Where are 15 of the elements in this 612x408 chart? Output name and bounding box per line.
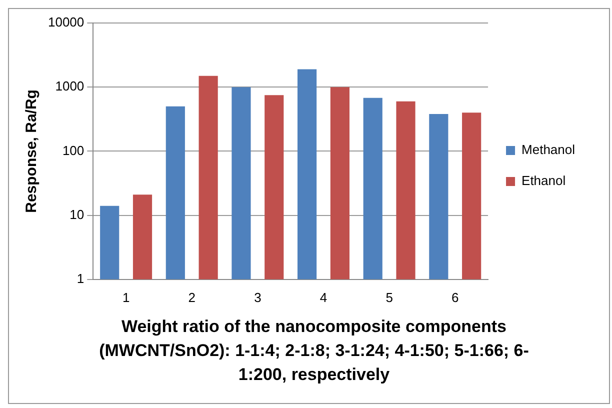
x-axis-title: Weight ratio of the nanocomposite components (MWCNT/SnO2): 1-1:4; 2-1:8; 3-1:24; 4-1:50; 5-1:66; 6-1:200, respectively bbox=[98, 316, 530, 386]
x-tick-label: 6 bbox=[452, 290, 459, 305]
y-tick-label: 10 bbox=[70, 206, 84, 222]
x-tick-label: 2 bbox=[188, 290, 196, 305]
x-tick-label: 1 bbox=[122, 290, 130, 305]
y-axis-title: Response, Ra/Rg bbox=[23, 90, 40, 213]
legend-label: Ethanol bbox=[522, 173, 566, 188]
y-tick-label: 100 bbox=[62, 142, 84, 158]
legend-label: Methanol bbox=[522, 142, 576, 158]
x-tick-label: 5 bbox=[386, 290, 393, 305]
x-tick-label: 4 bbox=[320, 290, 328, 305]
x-tick-label: 3 bbox=[254, 290, 262, 305]
y-tick-label: 10000 bbox=[48, 14, 84, 30]
y-tick-label: 1000 bbox=[55, 78, 84, 94]
y-tick-label: 1 bbox=[76, 270, 84, 286]
